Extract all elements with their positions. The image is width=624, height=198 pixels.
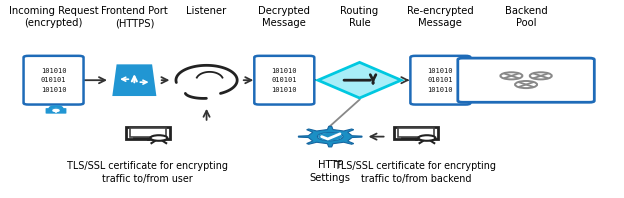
FancyBboxPatch shape (126, 127, 170, 139)
Circle shape (150, 135, 167, 141)
Text: 101010: 101010 (41, 68, 66, 74)
Text: 101010: 101010 (427, 87, 453, 93)
Polygon shape (298, 126, 362, 147)
Text: Backend
Pool: Backend Pool (505, 6, 547, 28)
Circle shape (318, 133, 343, 141)
Text: 010101: 010101 (41, 77, 66, 83)
Circle shape (318, 132, 343, 141)
FancyBboxPatch shape (398, 128, 434, 137)
Text: 101010: 101010 (271, 68, 297, 74)
Text: Re-encrypted
Message: Re-encrypted Message (407, 6, 474, 28)
Text: Frontend Port
(HTTPS): Frontend Port (HTTPS) (101, 6, 168, 28)
FancyBboxPatch shape (255, 56, 314, 105)
Text: 010101: 010101 (271, 77, 297, 83)
Text: 101010: 101010 (271, 87, 297, 93)
Polygon shape (318, 62, 401, 98)
Text: 101010: 101010 (41, 87, 66, 93)
FancyBboxPatch shape (411, 56, 470, 105)
FancyBboxPatch shape (394, 127, 438, 139)
FancyBboxPatch shape (458, 58, 594, 102)
Circle shape (530, 72, 552, 79)
Text: Incoming Request
(encrypted): Incoming Request (encrypted) (9, 6, 99, 28)
Text: Routing
Rule: Routing Rule (341, 6, 379, 28)
Polygon shape (112, 64, 157, 96)
Circle shape (500, 72, 522, 79)
Circle shape (418, 135, 436, 141)
Text: Listener: Listener (187, 6, 227, 16)
FancyBboxPatch shape (46, 108, 66, 114)
FancyBboxPatch shape (130, 128, 165, 137)
Text: 101010: 101010 (427, 68, 453, 74)
Circle shape (515, 81, 537, 88)
Text: HTTP
Settings: HTTP Settings (310, 160, 351, 183)
Circle shape (53, 109, 59, 111)
FancyBboxPatch shape (24, 56, 84, 105)
Text: TLS/SSL certificate for encrypting
traffic to/from backend: TLS/SSL certificate for encrypting traff… (335, 161, 497, 184)
Text: 010101: 010101 (427, 77, 453, 83)
Text: TLS/SSL certificate for encrypting
traffic to/from user: TLS/SSL certificate for encrypting traff… (67, 161, 228, 184)
Text: Decrypted
Message: Decrypted Message (258, 6, 310, 28)
